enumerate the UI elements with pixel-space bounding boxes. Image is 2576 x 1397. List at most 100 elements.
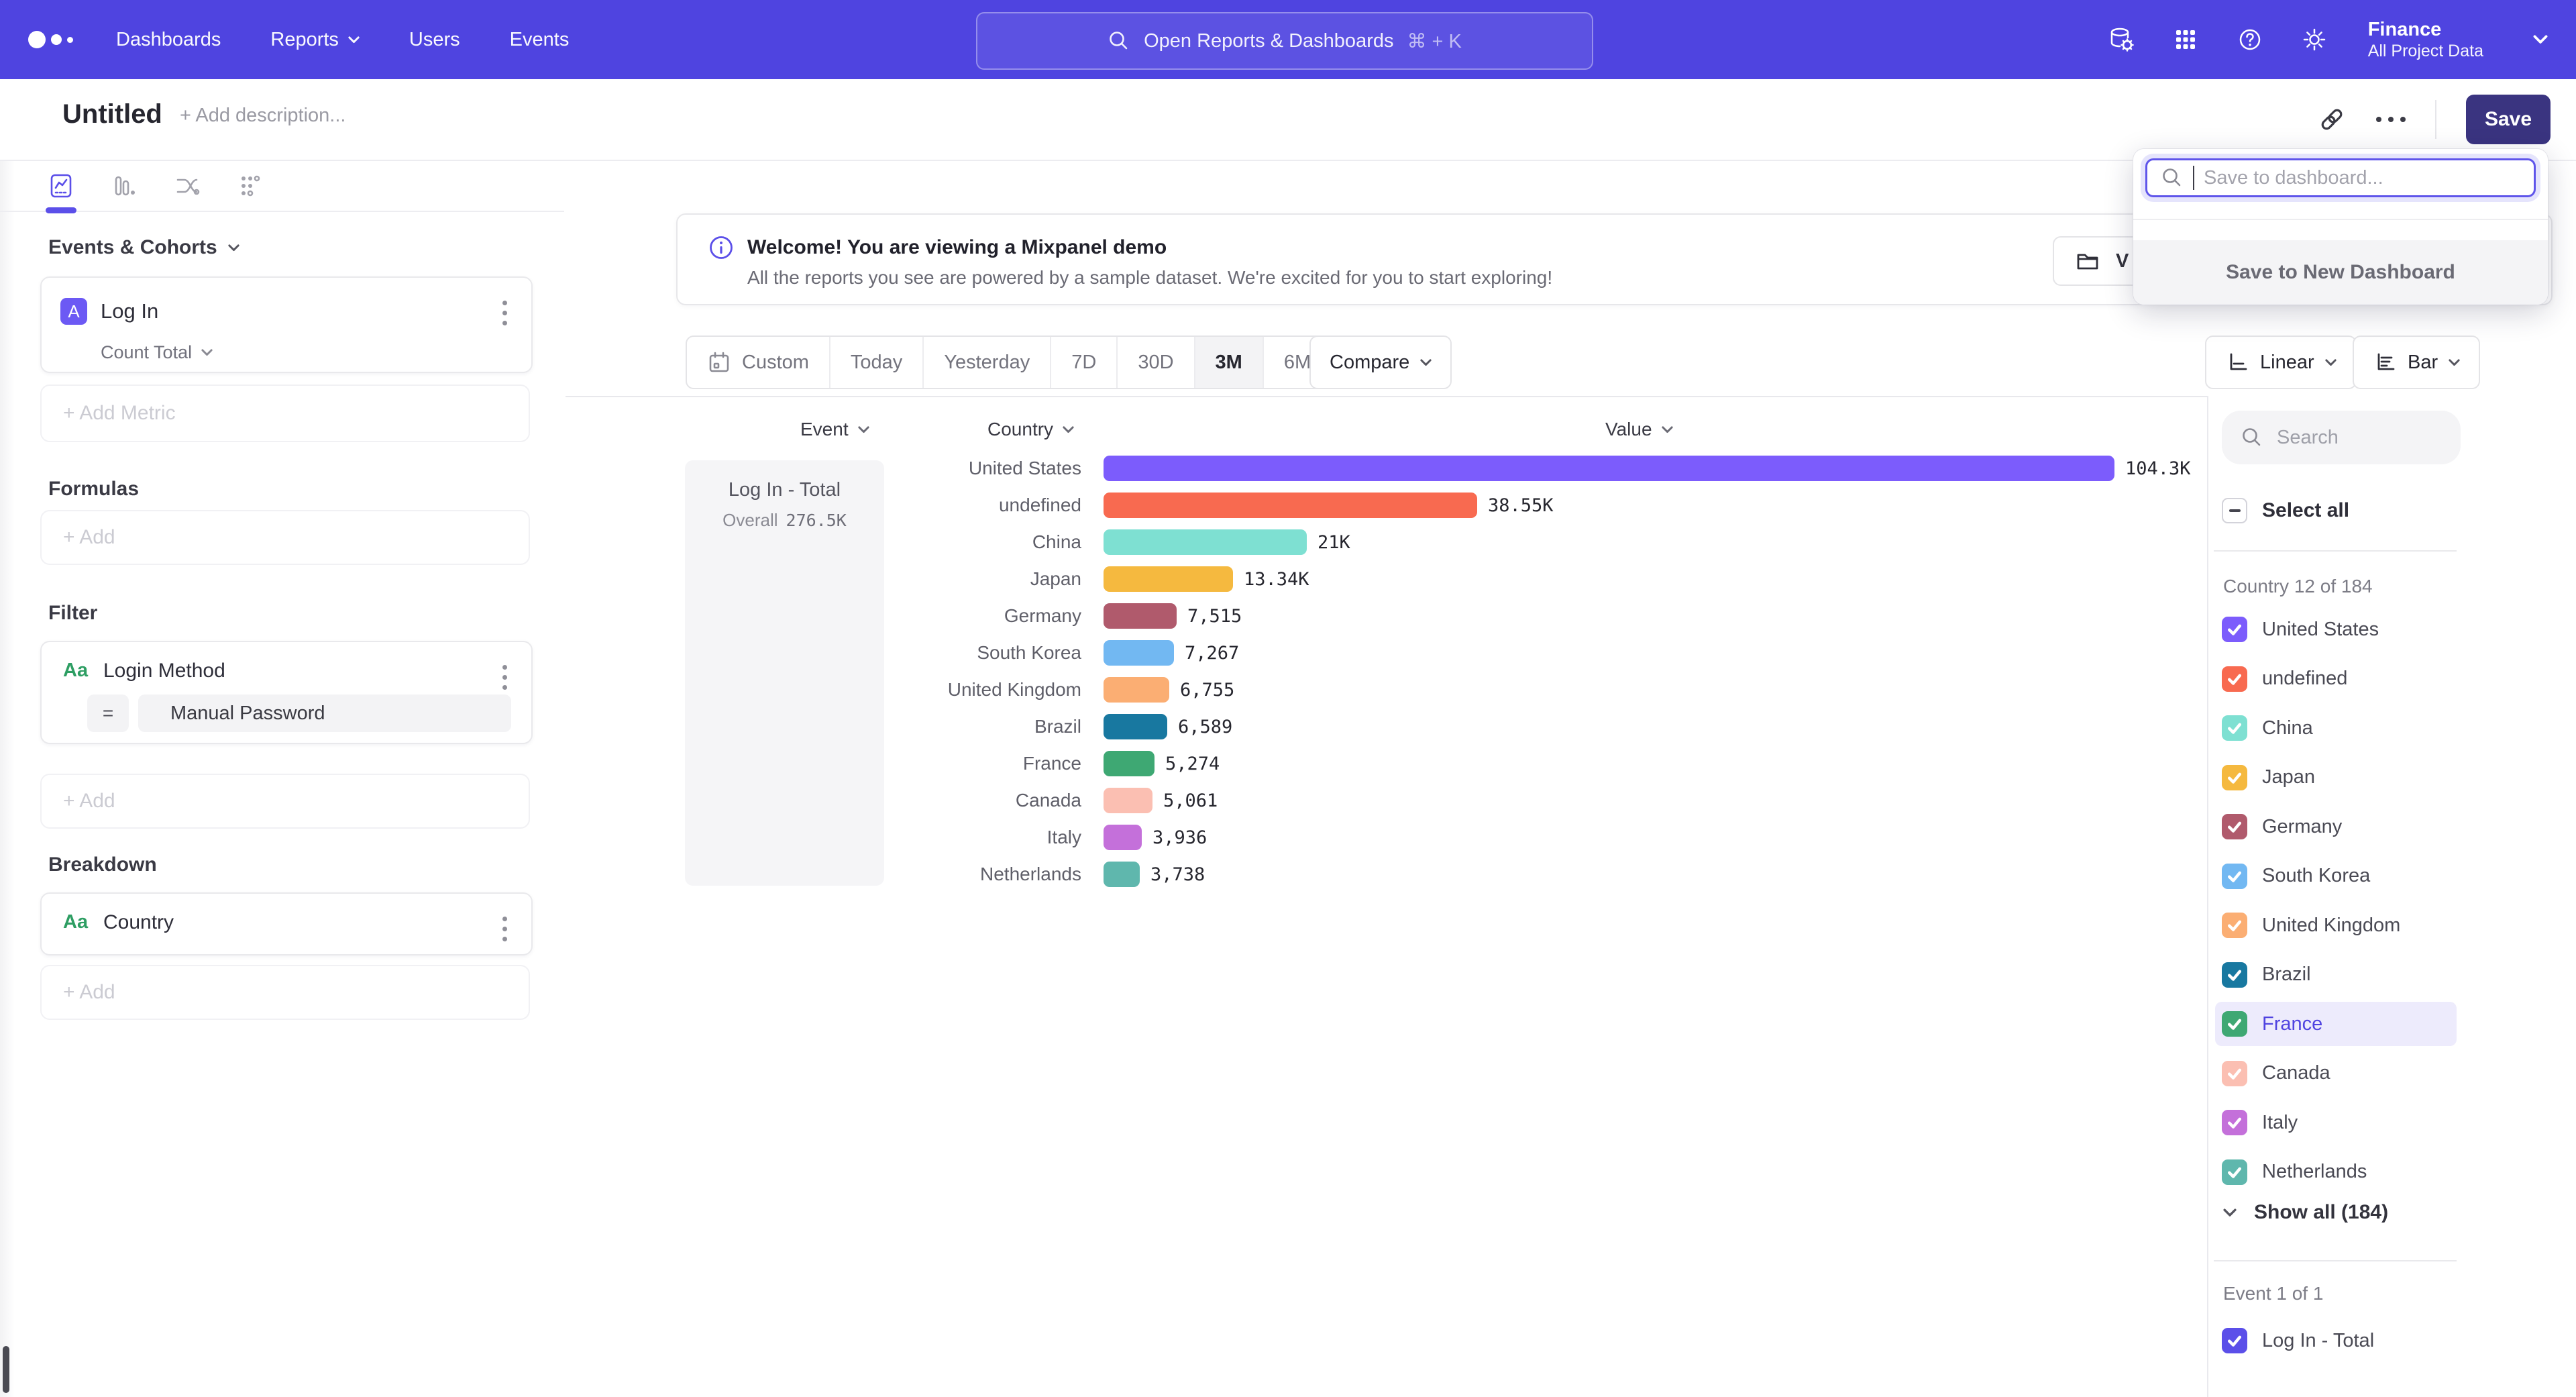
filter-operator[interactable]: =	[87, 694, 129, 732]
bar-chart-icon	[2373, 350, 2397, 374]
events-section-title[interactable]: Events & Cohorts	[48, 236, 239, 259]
add-filter-button[interactable]: + Add	[40, 774, 530, 829]
add-formula-button[interactable]: + Add	[40, 510, 530, 565]
country-filter-item-brazil[interactable]: Brazil	[2215, 953, 2457, 997]
nav-item-dashboards[interactable]: Dashboards	[116, 29, 221, 51]
chart-bar[interactable]	[1104, 714, 1167, 739]
sidebar-search-input[interactable]: Search	[2222, 411, 2461, 464]
nav-item-users[interactable]: Users	[409, 29, 460, 51]
country-filter-item-italy[interactable]: Italy	[2215, 1100, 2457, 1145]
breakdown-kebab-icon[interactable]	[498, 913, 511, 945]
tab-flows[interactable]	[173, 172, 201, 200]
country-checkbox[interactable]	[2222, 1159, 2247, 1185]
column-header-value[interactable]: Value	[1605, 419, 1673, 440]
y-scale-button[interactable]: Linear	[2205, 335, 2357, 389]
filter-card[interactable]: Aa Login Method = Manual Password	[40, 641, 533, 744]
range-yesterday[interactable]: Yesterday	[922, 337, 1050, 388]
chart-type-button[interactable]: Bar	[2353, 335, 2480, 389]
chart-bar-value: 6,755	[1180, 680, 1234, 701]
country-filter-item-undefined[interactable]: undefined	[2215, 657, 2457, 701]
chevron-down-icon[interactable]	[2533, 35, 2548, 44]
country-filter-item-united-states[interactable]: United States	[2215, 607, 2457, 652]
country-checkbox[interactable]	[2222, 1110, 2247, 1135]
column-header-country[interactable]: Country	[987, 419, 1074, 440]
chart-bar[interactable]	[1104, 788, 1152, 813]
metric-kebab-icon[interactable]	[498, 297, 511, 329]
metric-card[interactable]: A Log In Count Total	[40, 276, 533, 373]
range-custom[interactable]: Custom	[687, 337, 829, 388]
filter-property-name[interactable]: Login Method	[103, 660, 225, 682]
settings-gear-icon[interactable]	[2300, 25, 2329, 54]
data-management-icon[interactable]	[2106, 25, 2136, 54]
global-search-input[interactable]: Open Reports & Dashboards ⌘ + K	[976, 12, 1593, 70]
country-filter-item-netherlands[interactable]: Netherlands	[2215, 1150, 2457, 1194]
chart-bar[interactable]	[1104, 456, 2114, 481]
save-to-dashboard-input[interactable]: Save to dashboard...	[2145, 158, 2536, 197]
country-checkbox[interactable]	[2222, 814, 2247, 839]
project-switcher[interactable]: Finance All Project Data	[2368, 18, 2483, 62]
range-30d[interactable]: 30D	[1116, 337, 1193, 388]
nav-item-reports[interactable]: Reports	[270, 29, 360, 51]
more-options-icon[interactable]	[2376, 117, 2406, 122]
tab-funnels[interactable]	[110, 172, 138, 200]
chart-bar[interactable]	[1104, 751, 1155, 776]
chart-row-label: Canada	[564, 790, 1081, 811]
country-filter-item-south-korea[interactable]: South Korea	[2215, 854, 2457, 898]
breakdown-property-name[interactable]: Country	[103, 911, 174, 934]
chart-bar[interactable]	[1104, 493, 1477, 518]
add-breakdown-button[interactable]: + Add	[40, 965, 530, 1020]
scrollbar-thumb[interactable]	[3, 1346, 9, 1393]
chart-bar[interactable]	[1104, 603, 1177, 629]
country-checkbox[interactable]	[2222, 666, 2247, 692]
event-checkbox[interactable]	[2222, 1328, 2247, 1353]
apps-grid-icon[interactable]	[2171, 25, 2200, 54]
tab-insights[interactable]	[47, 172, 75, 200]
chart-bar[interactable]	[1104, 529, 1307, 555]
report-title[interactable]: Untitled	[62, 99, 162, 130]
country-checkbox[interactable]	[2222, 1011, 2247, 1037]
chart-bar[interactable]	[1104, 862, 1140, 887]
column-header-event[interactable]: Event	[800, 419, 869, 440]
country-filter-item-france[interactable]: France	[2215, 1002, 2457, 1046]
country-filter-item-germany[interactable]: Germany	[2215, 805, 2457, 849]
chart-bar[interactable]	[1104, 566, 1233, 592]
save-to-new-dashboard-option[interactable]: Save to New Dashboard	[2133, 240, 2548, 305]
country-checkbox[interactable]	[2222, 1061, 2247, 1086]
chart-bar[interactable]	[1104, 825, 1142, 850]
country-checkbox[interactable]	[2222, 765, 2247, 790]
select-all-row[interactable]: Select all	[2222, 498, 2349, 523]
chart-bar[interactable]	[1104, 677, 1169, 703]
country-filter-item-canada[interactable]: Canada	[2215, 1051, 2457, 1096]
add-metric-button[interactable]: + Add Metric	[40, 384, 530, 442]
chart-bar[interactable]	[1104, 640, 1174, 666]
help-icon[interactable]	[2235, 25, 2265, 54]
range-7d[interactable]: 7D	[1050, 337, 1116, 388]
country-filter-item-china[interactable]: China	[2215, 706, 2457, 750]
compare-button[interactable]: Compare	[1309, 335, 1452, 389]
country-checkbox[interactable]	[2222, 864, 2247, 889]
tab-retention[interactable]	[236, 172, 264, 200]
filter-kebab-icon[interactable]	[498, 661, 511, 694]
mixpanel-logo-icon[interactable]	[28, 31, 73, 48]
select-all-checkbox[interactable]	[2222, 498, 2247, 523]
country-filter-item-japan[interactable]: Japan	[2215, 756, 2457, 800]
event-filter-item[interactable]: Log In - Total	[2215, 1318, 2457, 1363]
country-filter-item-united-kingdom[interactable]: United Kingdom	[2215, 903, 2457, 947]
show-all-toggle[interactable]: Show all (184)	[2223, 1201, 2388, 1224]
range-3m[interactable]: 3M	[1194, 337, 1263, 388]
add-description-field[interactable]: + Add description...	[180, 105, 345, 127]
breakdown-card[interactable]: Aa Country	[40, 892, 533, 955]
event-cell[interactable]: Log In - Total Overall276.5K	[685, 460, 884, 886]
metric-aggregation[interactable]: Count Total	[101, 342, 213, 363]
range-today[interactable]: Today	[829, 337, 922, 388]
filter-value[interactable]: Manual Password	[138, 694, 511, 732]
country-checkbox[interactable]	[2222, 913, 2247, 938]
metric-event-name[interactable]: Log In	[101, 299, 158, 323]
divider	[2214, 550, 2457, 552]
nav-item-events[interactable]: Events	[510, 29, 570, 51]
country-checkbox[interactable]	[2222, 715, 2247, 741]
copy-link-icon[interactable]	[2317, 105, 2347, 134]
country-checkbox[interactable]	[2222, 962, 2247, 988]
country-checkbox[interactable]	[2222, 617, 2247, 642]
save-button[interactable]: Save	[2466, 95, 2551, 144]
